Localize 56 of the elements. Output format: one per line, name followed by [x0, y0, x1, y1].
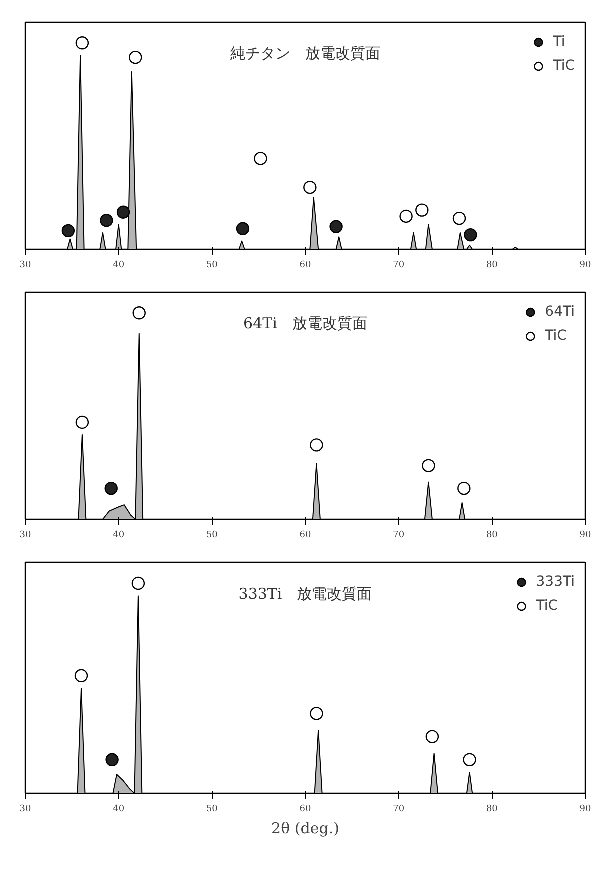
point	[116, 206, 130, 219]
x-tick-label: 80	[486, 804, 498, 814]
point	[236, 222, 250, 236]
x-tick-label: 70	[393, 260, 405, 270]
x-tick-label: 40	[113, 260, 125, 270]
x-tick-label: 90	[580, 260, 592, 270]
point	[129, 50, 142, 64]
x-tick-label: 50	[206, 530, 218, 540]
x-tick-label: 70	[393, 530, 405, 540]
x-tick-label: 80	[486, 260, 498, 270]
x-tick-label: 70	[393, 804, 405, 814]
x-tick-label: 40	[113, 804, 125, 814]
legend-label: 64Ti	[545, 304, 575, 320]
x-tick-label: 60	[300, 804, 312, 814]
point	[310, 438, 324, 452]
point	[426, 730, 440, 744]
point	[106, 753, 119, 766]
point	[132, 576, 146, 590]
point	[464, 228, 478, 242]
x-tick-label: 30	[20, 804, 32, 814]
point	[400, 210, 413, 224]
x-tick-label: 90	[580, 804, 592, 814]
point	[416, 204, 429, 217]
x-tick-label: 30	[20, 530, 32, 540]
legend-label: 333Ti	[536, 574, 575, 590]
chart-title: 純チタン 放電改質面	[230, 44, 380, 62]
x-axis-title: 2θ (deg.)	[272, 820, 340, 838]
x-tick-label: 80	[486, 530, 498, 540]
legend-label: Ti	[553, 34, 566, 50]
x-tick-label: 30	[20, 260, 32, 270]
point	[310, 707, 324, 720]
point	[76, 36, 90, 50]
point	[62, 224, 76, 238]
legend-label: TiC	[545, 328, 567, 344]
x-tick-label: 90	[580, 530, 592, 540]
legend-label: TiC	[536, 598, 558, 614]
point	[330, 220, 343, 234]
x-tick-label: 60	[300, 260, 312, 270]
point	[452, 212, 466, 226]
x-tick-label: 50	[206, 804, 218, 814]
point	[76, 416, 90, 430]
point	[304, 181, 317, 194]
point	[463, 753, 476, 766]
point	[254, 152, 268, 166]
point	[458, 482, 471, 496]
point	[74, 669, 88, 682]
chart-title: 333Ti 放電改質面	[238, 585, 372, 603]
x-tick-label: 60	[300, 530, 312, 540]
x-tick-label: 40	[113, 530, 125, 540]
x-tick-label: 50	[206, 260, 218, 270]
point	[132, 306, 146, 320]
chart-title: 64Ti 放電改質面	[244, 314, 368, 332]
legend-label: TiC	[553, 58, 575, 74]
point	[104, 482, 118, 496]
point	[422, 459, 436, 472]
point	[100, 214, 114, 228]
